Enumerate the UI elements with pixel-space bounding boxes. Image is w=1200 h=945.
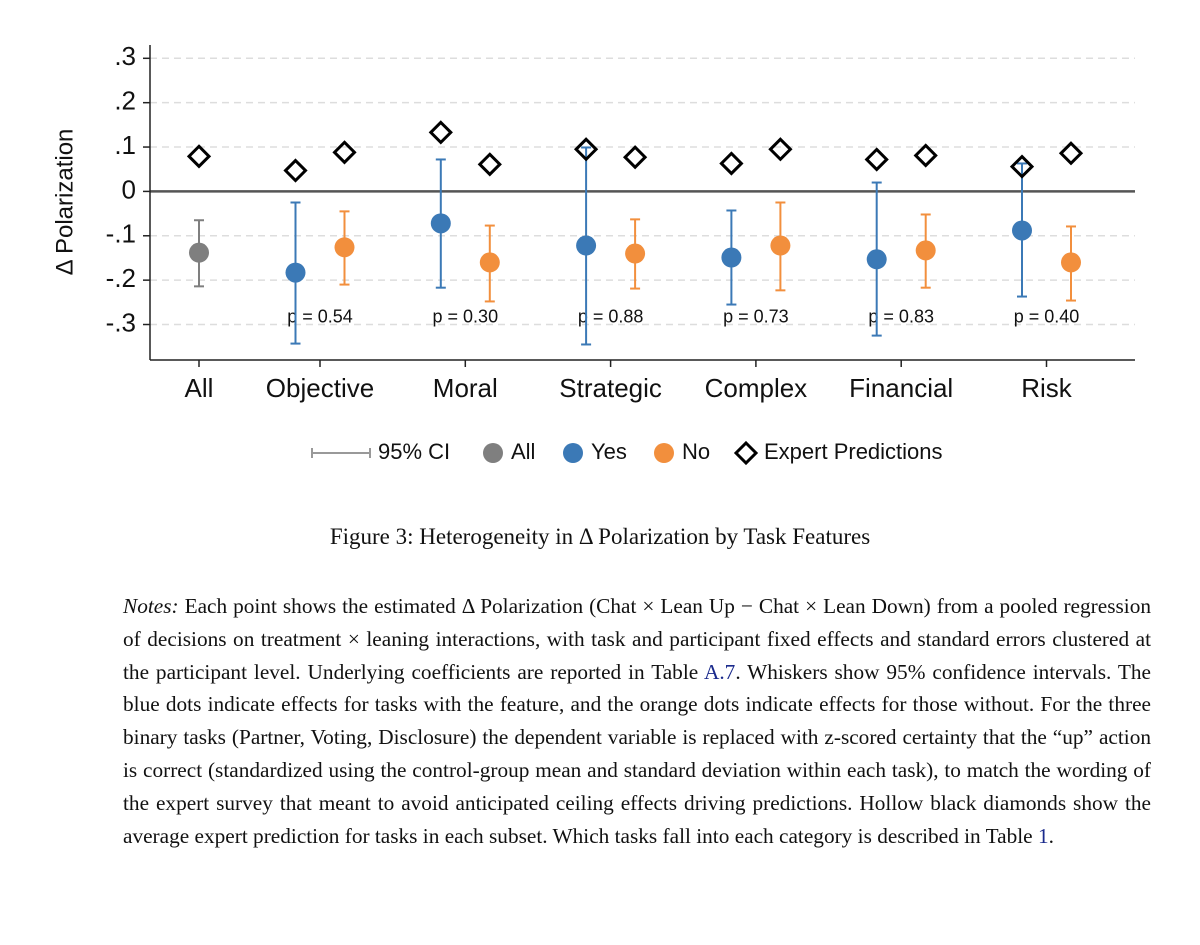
expert-diamond [573,137,599,162]
y-tick-label: .3 [114,41,136,71]
y-tick-label: 0 [122,174,136,204]
x-tick-label: Moral [433,373,498,403]
expert-diamond [622,145,648,170]
point-estimate [915,240,936,261]
p-value-label: p = 0.30 [433,307,499,327]
notes-label: Notes: [123,594,179,618]
y-tick-label: -.3 [106,307,136,337]
legend-swatch [483,443,503,463]
point-estimate [430,213,451,234]
point-estimate [576,235,597,256]
point-estimate [866,249,887,270]
legend-swatch [563,443,583,463]
notes-text: . Whiskers show 95% confidence intervals… [123,659,1151,848]
table-ref: A.7 [703,659,736,684]
point-estimate [189,242,209,263]
point-estimate [1061,252,1081,273]
p-value-label: p = 0.54 [287,307,353,327]
expert-diamond [913,143,938,168]
point-estimate [770,235,791,256]
point-estimate [334,237,355,258]
x-tick-label: Financial [849,373,953,403]
p-value-label: p = 0.40 [1014,307,1080,327]
point-estimate [625,243,646,264]
y-tick-label: -.1 [106,219,136,249]
expert-diamond [283,158,308,183]
legend-label: 95% CI [378,439,450,464]
p-value-label: p = 0.88 [578,307,644,327]
expert-diamond [332,140,357,165]
expert-diamond [768,137,793,162]
notes-text: . [1048,823,1054,848]
chart: Δ Polarization -.3 -.2 -.1 0 .1 .2 .3 All Object… [51,41,1135,466]
table-ref: 1 [1037,823,1049,848]
x-tick-label: Strategic [559,373,662,403]
y-tick-label: .1 [114,130,136,160]
expert-diamond [428,120,453,145]
expert-diamond [864,147,889,172]
expert-diamond [186,144,212,169]
expert-diamond [477,152,502,177]
y-tick-label: .2 [114,86,136,116]
legend-label: Expert Predictions [764,439,943,464]
p-value-label: p = 0.83 [868,307,934,327]
y-tick-label: -.2 [106,263,136,293]
x-tick-label: All [185,373,214,403]
legend-label: No [682,439,710,464]
x-tick-label: Objective [266,373,374,403]
legend-diamond [733,440,759,466]
figure-caption: Figure 3: Heterogeneity in Δ Polarizatio… [329,524,871,549]
x-tick-label: Risk [1021,373,1073,403]
point-estimate [479,252,500,273]
legend-label: Yes [591,439,627,464]
point-estimate [285,262,306,283]
legend-label: All [511,439,535,464]
legend-swatch [654,443,674,463]
point-estimate [721,247,742,268]
expert-diamond [1009,154,1035,179]
y-axis-label: Δ Polarization [51,129,78,276]
notes: Notes: Each point shows the estimated Δ … [123,590,1151,852]
expert-diamond [1058,141,1084,166]
p-value-label: p = 0.73 [723,307,789,327]
notes-text: Each point shows the estimated Δ Polariz… [123,594,1151,684]
expert-diamond [719,151,744,176]
x-tick-label: Complex [705,373,808,403]
point-estimate [1012,220,1032,241]
